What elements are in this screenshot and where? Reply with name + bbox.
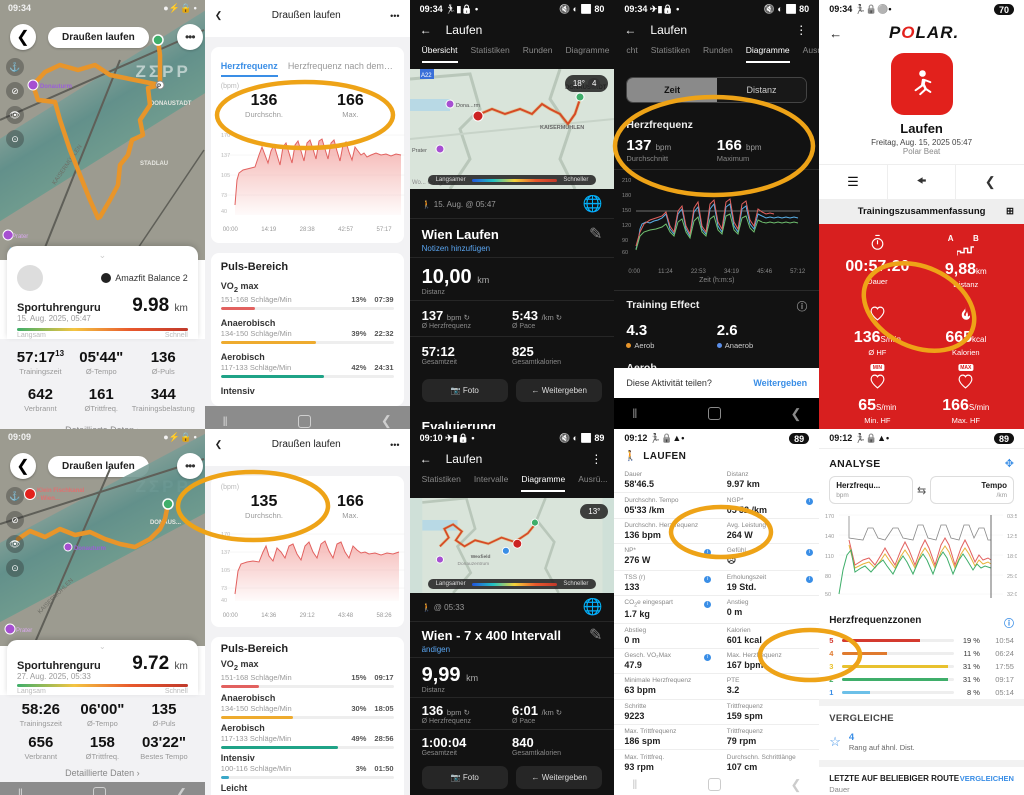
svg-text:A22: A22 (421, 73, 432, 79)
svg-text:50: 50 (825, 592, 831, 598)
svg-text:Prater: Prater (16, 628, 32, 634)
svg-text:73: 73 (221, 586, 227, 592)
svg-text:137: 137 (221, 550, 230, 556)
svg-text:Donauzentrum: Donauzentrum (457, 561, 489, 567)
svg-text:Wexfield: Wexfield (470, 554, 490, 560)
svg-text:Dona...rm: Dona...rm (456, 103, 481, 109)
svg-text:STADLAU: STADLAU (140, 161, 168, 167)
svg-text:Prater: Prater (412, 148, 427, 154)
svg-text:120: 120 (622, 223, 631, 229)
svg-text:80: 80 (825, 574, 831, 580)
svg-text:137: 137 (221, 153, 230, 159)
svg-text:73: 73 (221, 193, 227, 199)
svg-text:150: 150 (622, 208, 631, 214)
svg-text:40: 40 (221, 598, 227, 604)
svg-text:105: 105 (221, 173, 230, 179)
svg-text:90: 90 (622, 238, 628, 244)
svg-text:110: 110 (825, 554, 834, 560)
svg-text:Donauturm: Donauturm (74, 546, 106, 552)
svg-text:12:59: 12:59 (1007, 534, 1017, 540)
svg-text:03:58: 03:58 (1007, 514, 1017, 520)
svg-text:- Wien...: - Wien... (37, 496, 60, 502)
svg-text:KAISERMÜHLEN: KAISERMÜHLEN (36, 577, 74, 615)
svg-text:P: P (157, 84, 161, 90)
svg-text:18:00: 18:00 (1007, 554, 1017, 560)
svg-text:140: 140 (825, 534, 834, 540)
svg-text:40: 40 (221, 209, 227, 215)
svg-text:25:01: 25:01 (1007, 574, 1017, 580)
svg-text:Prater: Prater (12, 234, 28, 240)
svg-text:105: 105 (221, 568, 230, 574)
svg-text:170: 170 (825, 514, 834, 520)
svg-text:DONAUSTADT: DONAUSTADT (150, 101, 192, 107)
svg-text:60: 60 (622, 250, 628, 256)
svg-text:32:03: 32:03 (1007, 592, 1017, 598)
svg-text:Klein Fischkanal: Klein Fischkanal (37, 488, 85, 494)
svg-text:KAISERMÜHLEN: KAISERMÜHLEN (540, 124, 584, 131)
svg-text:210: 210 (622, 178, 631, 184)
svg-text:170: 170 (221, 133, 230, 139)
svg-text:170: 170 (221, 532, 230, 538)
svg-text:Donauturm: Donauturm (40, 84, 72, 90)
svg-text:180: 180 (622, 193, 631, 199)
